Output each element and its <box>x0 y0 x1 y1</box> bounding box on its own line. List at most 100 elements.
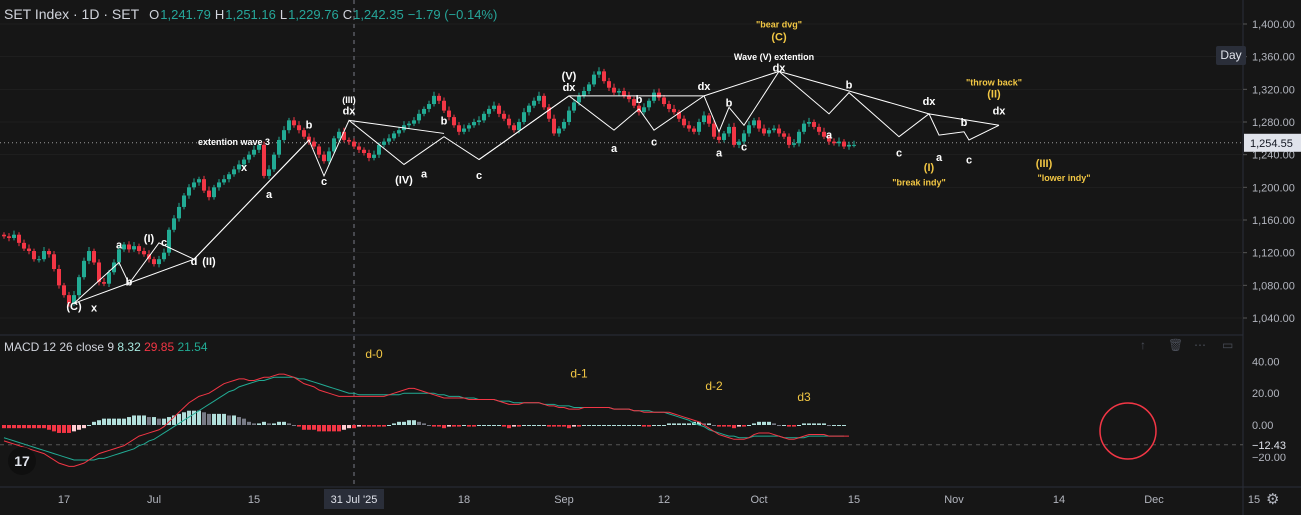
wave-annotation: (II) <box>987 89 1001 101</box>
wave-line <box>478 95 570 160</box>
pane-maximize-icon[interactable]: ▭ <box>1222 338 1234 352</box>
candle-up <box>217 182 221 188</box>
candle-down <box>447 110 451 118</box>
macd-hist-bar <box>232 415 236 425</box>
macd-hist-bar <box>47 425 51 430</box>
candle-down <box>17 234 21 243</box>
macd-hist-bar <box>267 423 271 425</box>
crosshair-date-label: 31 Jul '25 <box>331 494 378 506</box>
macd-hist-bar <box>442 425 446 429</box>
macd-hist-bar <box>582 425 586 426</box>
candle-down <box>297 125 301 131</box>
macd-hist-bar <box>292 425 296 426</box>
open-label: O <box>149 7 160 22</box>
macd-hist-bar <box>812 423 816 425</box>
macd-hist-bar <box>247 421 251 425</box>
macd-hist-bar <box>282 421 286 425</box>
macd-hist-bar <box>207 413 211 425</box>
pane-delete-icon[interactable]: 🗑 <box>1168 338 1184 352</box>
candle-down <box>342 131 346 140</box>
candle-up <box>522 112 526 122</box>
candle-up <box>282 130 286 140</box>
macd-hist-bar <box>652 425 656 426</box>
time-tick-label: Dec <box>1144 494 1164 506</box>
gear-icon[interactable]: ⚙ <box>1266 491 1280 508</box>
candle-up <box>472 122 476 126</box>
macd-hist-bar <box>402 421 406 425</box>
time-tick-label: Nov <box>944 494 964 506</box>
candle-down <box>52 254 56 269</box>
candle-up <box>412 120 416 124</box>
candle-up <box>517 122 521 131</box>
macd-hist-bar <box>502 425 506 427</box>
candle-down <box>672 108 676 113</box>
candle-down <box>22 242 26 249</box>
time-tick-label: 17 <box>58 494 70 506</box>
macd-hist-bar <box>757 421 761 425</box>
macd-hist-bar <box>257 423 261 425</box>
macd-hist-bar <box>187 410 191 425</box>
pane-more-icon[interactable]: ⋯ <box>1194 338 1206 352</box>
candle-up <box>287 120 291 131</box>
candle-up <box>407 123 411 126</box>
macd-hist-bar <box>782 425 786 426</box>
macd-hist-bar <box>227 415 231 425</box>
candle-down <box>712 123 716 137</box>
macd-hist-bar <box>577 425 581 427</box>
candle-down <box>57 269 61 286</box>
wave-label: extention wave 3 <box>198 137 270 147</box>
price-tick-label: 1,240.00 <box>1252 150 1295 162</box>
macd-hist-bar <box>87 425 91 426</box>
wave-label: c <box>321 176 327 188</box>
candle-up <box>12 234 16 238</box>
candle-down <box>317 146 321 155</box>
wave-label: x <box>241 162 248 174</box>
macd-hist-bar <box>617 425 621 426</box>
macd-label[interactable]: MACD 12 26 close 9 <box>4 340 115 354</box>
candle-down <box>357 146 361 150</box>
macd-hist-bar <box>742 425 746 427</box>
macd-hist-bar <box>562 425 566 427</box>
candle-down <box>92 251 96 263</box>
candle-up <box>462 128 466 132</box>
macd-hist-bar <box>497 425 501 426</box>
macd-hist-bar <box>72 425 76 432</box>
candle-down <box>312 141 316 147</box>
pane-up-icon[interactable]: ↑ <box>1140 338 1146 352</box>
candle-down <box>627 95 631 100</box>
candle-up <box>272 154 276 170</box>
macd-hist-bar <box>57 425 61 433</box>
candle-down <box>812 122 816 127</box>
candle-down <box>827 136 831 142</box>
wave-label: Wave (V) extention <box>734 52 814 62</box>
macd-hist-bar <box>367 425 371 427</box>
macd-hist-bar <box>202 412 206 425</box>
macd-line <box>3 373 849 467</box>
wave-label: (C) <box>66 301 82 313</box>
interval-day-button[interactable]: Day <box>1216 46 1246 65</box>
macd-hist-bar <box>487 425 491 426</box>
candle-up <box>167 229 171 253</box>
low-label: L <box>279 7 288 22</box>
macd-hist-bar <box>297 425 301 427</box>
macd-tick-label: 20.00 <box>1252 388 1280 400</box>
symbol-label[interactable]: SET Index · 1D · SET <box>4 6 140 22</box>
macd-hist-bar <box>557 425 561 427</box>
macd-hist-bar <box>677 423 681 425</box>
macd-hist-bar <box>767 421 771 425</box>
wave-label: dx <box>773 62 787 74</box>
macd-signal-line <box>3 376 844 461</box>
candle-up <box>587 84 591 91</box>
macd-hist-bar <box>712 425 716 426</box>
wave-label: dx <box>923 96 937 108</box>
candle-up <box>642 107 646 113</box>
macd-hist-bar <box>832 425 836 426</box>
time-tick-label: 18 <box>458 494 470 506</box>
macd-hist-bar <box>662 425 666 426</box>
macd-hist-bar <box>702 423 706 425</box>
candle-down <box>692 128 696 132</box>
tradingview-logo-icon[interactable]: 17 <box>8 447 36 475</box>
candle-down <box>207 190 211 198</box>
candle-up <box>377 144 381 155</box>
